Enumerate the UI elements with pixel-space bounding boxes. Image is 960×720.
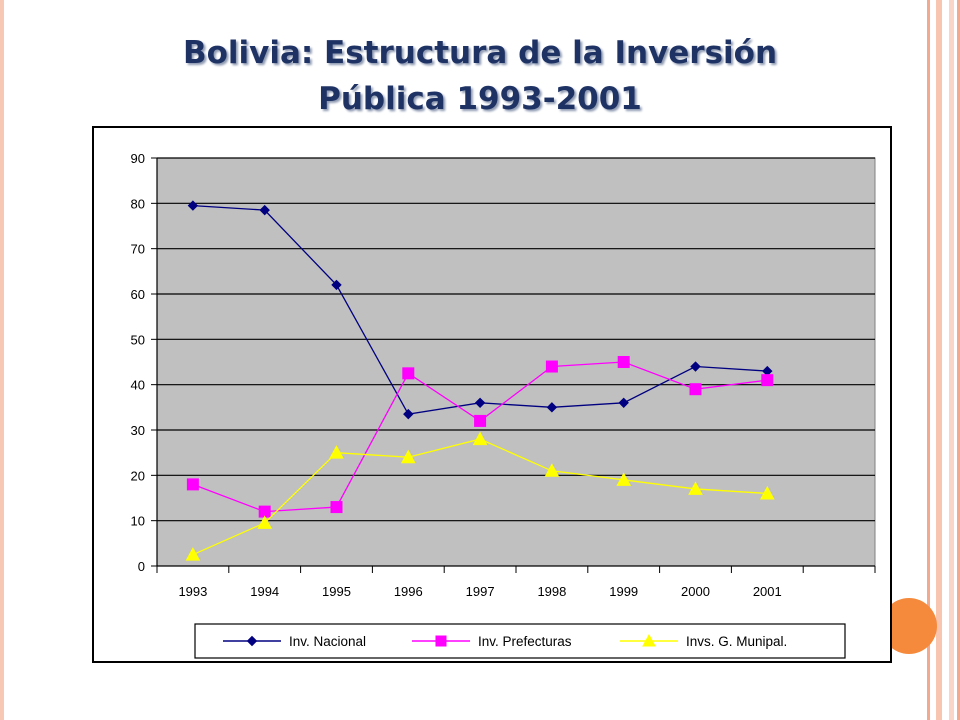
x-tick-label: 1993: [178, 584, 207, 599]
y-tick-label: 60: [131, 287, 145, 302]
data-point: [618, 397, 629, 409]
data-point: [331, 279, 342, 291]
y-tick-label: 30: [131, 423, 145, 438]
x-tick-label: 1995: [322, 584, 351, 599]
data-point: [186, 478, 199, 491]
right-edge-strip: [936, 0, 942, 720]
y-tick-label: 20: [131, 468, 145, 483]
page-title: Bolivia: Estructura de la Inversión Públ…: [100, 30, 860, 122]
y-tick-label: 80: [131, 196, 145, 211]
line-chart: 0 10 20 30 40 50 60 70 80 90 1993 1994 1995 1996 1997 1…: [131, 151, 876, 659]
data-point: [400, 449, 416, 464]
data-point: [472, 431, 488, 446]
legend-marker: [642, 633, 656, 647]
data-point: [474, 414, 487, 427]
data-point: [544, 463, 560, 477]
legend: Inv. Nacional Inv. Prefecturas Invs. G. Mu…: [194, 623, 846, 659]
data-point: [330, 501, 343, 514]
y-tick-label: 90: [131, 151, 145, 166]
data-point: [474, 397, 486, 409]
data-point: [259, 204, 270, 216]
x-tick-label: 1999: [609, 584, 638, 599]
data-point: [545, 360, 558, 373]
x-tick-label: 2000: [681, 584, 710, 599]
data-point: [403, 408, 414, 420]
plot-area: [156, 157, 876, 567]
data-point: [689, 383, 702, 396]
data-point: [329, 445, 344, 459]
data-point: [616, 472, 632, 486]
data-point: [761, 374, 774, 387]
series-3: [185, 431, 775, 561]
legend-label: Inv. Prefecturas: [478, 634, 572, 649]
data-point: [257, 515, 273, 529]
x-tick-label: 1997: [466, 584, 495, 599]
legend-marker: [246, 635, 258, 647]
x-tick-label: 1998: [537, 584, 566, 599]
series-1: [187, 200, 773, 420]
data-point: [759, 485, 775, 500]
x-tick-label: 1994: [250, 584, 279, 599]
title-line-1: Bolivia: Estructura de la Inversión: [182, 35, 778, 71]
data-point: [402, 367, 415, 380]
title-line-2: Pública 1993-2001: [318, 81, 642, 117]
x-tick-label: 1996: [394, 584, 423, 599]
y-tick-label: 50: [131, 332, 145, 347]
right-edge-strip: [957, 0, 960, 720]
legend-label: Invs. G. Munipal.: [686, 634, 787, 649]
legend-marker: [435, 635, 447, 647]
right-edge-strip: [949, 0, 954, 720]
data-point: [185, 547, 201, 561]
y-tick-label: 0: [138, 559, 145, 574]
data-point: [688, 481, 703, 495]
y-tick-label: 40: [131, 378, 145, 393]
right-edge-strip: [927, 0, 930, 720]
x-tick-label: 2001: [753, 584, 782, 599]
data-point: [546, 402, 558, 413]
left-edge-strip: [0, 0, 4, 720]
legend-label: Inv. Nacional: [289, 634, 366, 649]
y-tick-label: 70: [131, 242, 145, 257]
series-2: [186, 356, 774, 518]
data-point: [690, 361, 701, 372]
data-point: [617, 356, 630, 368]
data-point: [187, 200, 199, 211]
legend-box: [194, 623, 846, 659]
y-tick-label: 10: [131, 514, 145, 529]
